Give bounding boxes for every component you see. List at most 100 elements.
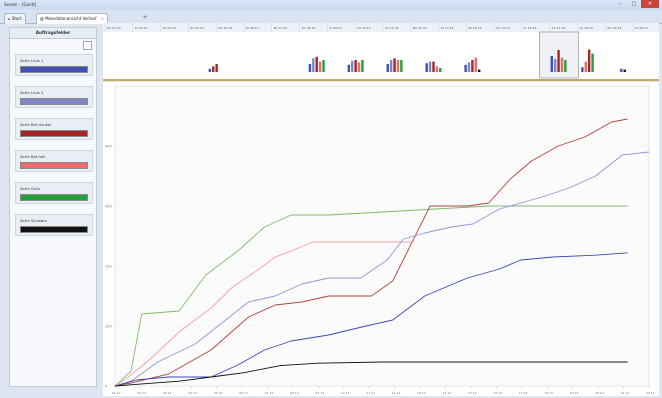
series-color-swatch[interactable] [20, 194, 88, 201]
x-tick-label: 21.12. [621, 391, 631, 395]
series-item[interactable]: Serie Grün [15, 182, 93, 204]
overview-bar [393, 58, 396, 72]
x-tick-label: 09.12. [315, 391, 325, 395]
overview-tick-label: Di 13.12. [441, 26, 455, 30]
overview-tick-label: So 04.12. [190, 26, 204, 30]
overview-bar [591, 53, 594, 72]
overview-bar [467, 62, 471, 72]
series-item[interactable]: Serie Rot hell [15, 150, 93, 172]
overview-tick-label: Mo 19.12. [607, 26, 622, 30]
series-color-swatch[interactable] [20, 66, 88, 73]
tab-bar: ⌂ Start ▥ Messdatenansicht Verlauf ✕ + [0, 10, 662, 24]
series-item[interactable]: Serie Schwarz [15, 214, 93, 236]
overview-bar [464, 64, 467, 72]
overview-bar [478, 69, 481, 72]
overview-bar [318, 61, 322, 72]
x-tick-label: 12.12. [392, 391, 402, 395]
x-tick-label: 05.12. [214, 391, 224, 395]
overview-bar [587, 49, 591, 72]
overview-bar [550, 56, 553, 72]
overview-bar [439, 68, 442, 72]
chart-area: 400 300 200 100 0 01.12. 02.12. 03.12. 04.12. 05.… [103, 82, 659, 396]
x-tick-label: 03.12. [163, 391, 173, 395]
series-label: Serie Rot dunkel [20, 122, 52, 127]
series-color-swatch[interactable] [20, 98, 88, 105]
close-tab-icon[interactable]: ✕ [100, 16, 105, 21]
series-color-swatch[interactable] [20, 130, 88, 137]
overview-bar [581, 67, 584, 72]
tab-start[interactable]: ⌂ Start [4, 13, 26, 24]
overview-tick-label: Di 20.12. [635, 26, 649, 30]
series-line [114, 151, 650, 387]
overview-bar [564, 60, 567, 72]
y-tick-label: 0 [105, 385, 107, 389]
sidebar-title: Auftragsfelder [10, 28, 96, 39]
overview-bar [396, 60, 400, 72]
overview-bar [312, 58, 315, 72]
home-icon: ⌂ [8, 16, 11, 21]
series-label: Serie Grün [20, 186, 41, 191]
overview-tick-label: Sa 17.12. [552, 26, 566, 30]
tab-messdaten[interactable]: ▥ Messdatenansicht Verlauf ✕ [36, 13, 109, 24]
overview-bar [620, 68, 623, 72]
series-label: Serie Rot hell [20, 154, 46, 159]
overview-bar [354, 60, 357, 72]
x-tick-label: 18.12. [544, 391, 554, 395]
sidebar-settings-icon[interactable] [83, 41, 92, 50]
overview-navigator[interactable]: Do 01.12. Fr 02.12. Sa 03.12. So 04.12. Mo 0… [103, 23, 659, 81]
overview-tick-label: Mi 14.12. [468, 26, 482, 30]
overview-bar [474, 57, 477, 72]
x-tick-label: 10.12. [341, 391, 351, 395]
overview-bar [351, 60, 354, 72]
x-tick-label: 17.12. [519, 391, 529, 395]
y-tick-label: 100 [105, 325, 112, 329]
tab-label: Start [11, 16, 22, 21]
series-color-swatch[interactable] [20, 226, 88, 233]
plot-background [114, 85, 650, 387]
series-label: Serie Linie 2 [20, 90, 44, 95]
x-tick-label: 06.12. [239, 391, 249, 395]
overview-bar [623, 69, 626, 72]
x-tick-label: 16.12. [493, 391, 503, 395]
overview-bar [425, 63, 428, 72]
minimize-button[interactable]: – [618, 1, 622, 7]
overview-bar [212, 66, 215, 72]
series-label: Serie Linie 1 [20, 58, 44, 63]
overview-bar [553, 59, 557, 72]
overview-bar [208, 68, 212, 72]
series-item[interactable]: Serie Linie 2 [15, 86, 93, 108]
add-tab-icon[interactable]: + [142, 14, 148, 21]
series-item[interactable]: Serie Linie 1 [15, 54, 93, 76]
x-tick-label: 11.12. [366, 391, 376, 395]
overview-tick-label: Mi 07.12. [274, 26, 288, 30]
x-tick-label: 04.12. [188, 391, 198, 395]
overview-tick-label: Sa 10.12. [357, 26, 371, 30]
overview-bar [428, 61, 432, 72]
overview-bar [557, 50, 560, 72]
overview-chart: Do 01.12. Fr 02.12. Sa 03.12. So 04.12. Mo 0… [103, 23, 659, 79]
close-button[interactable]: ✕ [641, 0, 659, 8]
series-line [114, 252, 628, 387]
overview-bar [386, 64, 389, 72]
overview-bar [435, 66, 439, 72]
maximize-button[interactable]: □ [631, 1, 637, 7]
series-color-swatch[interactable] [20, 162, 88, 169]
overview-bar [357, 62, 361, 72]
x-tick-label: 14.12. [443, 391, 453, 395]
overview-bar [308, 64, 312, 72]
overview-tick-label: Do 15.12. [496, 26, 511, 30]
series-line [114, 241, 414, 387]
y-tick-label: 400 [105, 145, 112, 149]
x-tick-label: 13.12. [417, 391, 427, 395]
series-label: Serie Schwarz [20, 218, 47, 223]
window-title: Sesam – [Gantt] [4, 2, 37, 7]
tab-label: Messdatenansicht Verlauf [45, 16, 97, 21]
overview-tick-label: Fr 16.12. [524, 26, 537, 30]
overview-tick-label: Di 06.12. [246, 26, 260, 30]
overview-tick-label: So 11.12. [385, 26, 399, 30]
overview-bar [361, 60, 364, 72]
series-item[interactable]: Serie Rot dunkel [15, 118, 93, 140]
overview-tick-label: Do 08.12. [302, 26, 317, 30]
title-bar: Sesam – [Gantt] – □ ✕ [0, 0, 662, 10]
overview-bar [215, 64, 218, 72]
